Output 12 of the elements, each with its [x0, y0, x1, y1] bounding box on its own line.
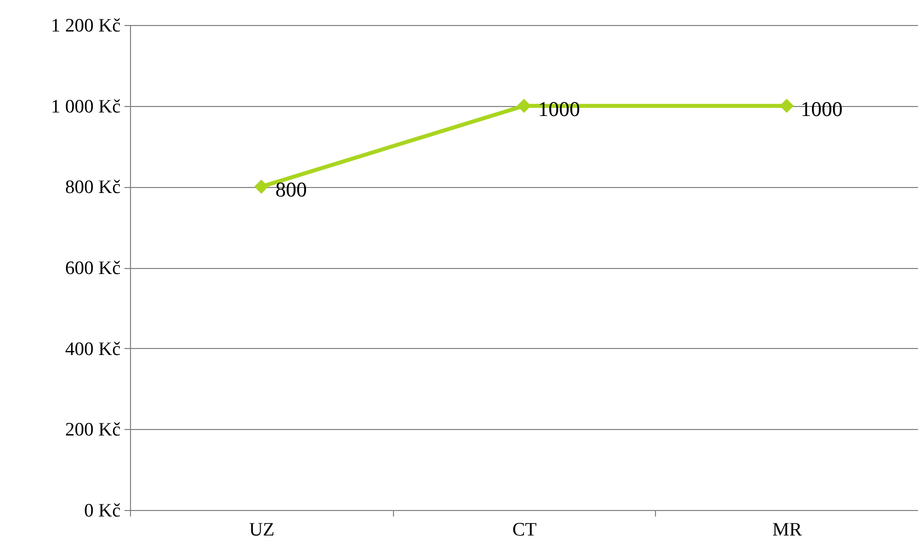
y-tick-label: 0 Kč: [84, 500, 120, 522]
y-tick-label: 1 000 Kč: [50, 96, 120, 118]
x-tick-label: UZ: [249, 520, 274, 540]
data-label: 1000: [800, 96, 843, 121]
data-label: 800: [275, 178, 307, 202]
y-tick-label: 200 Kč: [65, 420, 120, 441]
y-tick-label: 600 Kč: [65, 258, 120, 279]
y-tick-label: 400 Kč: [65, 338, 120, 360]
y-tick-label: 1 200 Kč: [50, 16, 120, 36]
y-tick-label: 800 Kč: [65, 177, 120, 198]
x-tick-label: CT: [512, 520, 538, 540]
x-tick-label: MR: [772, 520, 802, 540]
